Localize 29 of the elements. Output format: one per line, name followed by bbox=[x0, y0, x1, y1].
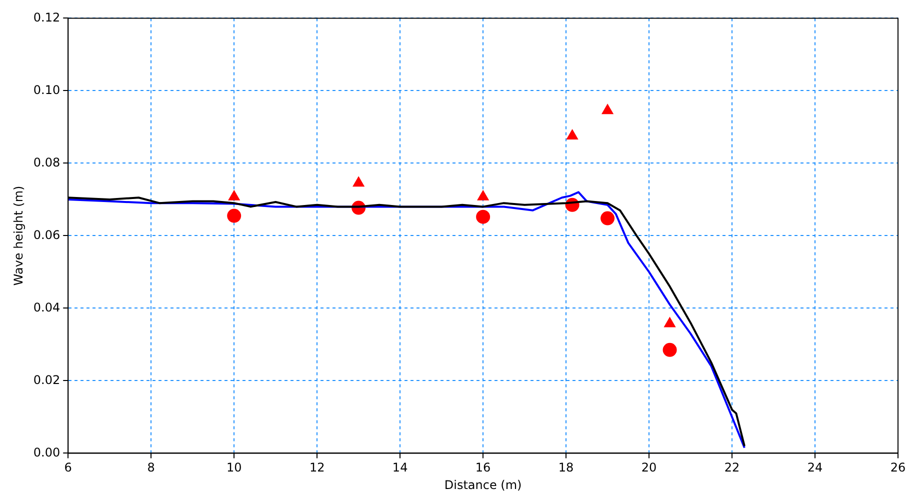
x-tick-label: 24 bbox=[807, 460, 823, 475]
y-tick-label: 0.10 bbox=[33, 82, 60, 97]
point bbox=[476, 190, 490, 200]
x-tick-label: 12 bbox=[309, 460, 325, 475]
x-tick-label: 10 bbox=[226, 460, 242, 475]
x-tick-label: 16 bbox=[475, 460, 491, 475]
y-tick-label: 0.06 bbox=[33, 228, 60, 242]
x-tick-label: 6 bbox=[64, 460, 72, 475]
x-tick-label: 20 bbox=[641, 460, 657, 475]
y-tick-label: 0.12 bbox=[33, 10, 60, 24]
y-tick-label: 0.02 bbox=[33, 372, 60, 387]
y-axis-title: Wave height (m) bbox=[11, 186, 26, 286]
point bbox=[566, 129, 578, 140]
point bbox=[601, 104, 614, 114]
x-axis-title: Distance (m) bbox=[444, 478, 522, 492]
y-tick-label: 0.08 bbox=[33, 155, 60, 170]
y-tick-label: 0.00 bbox=[33, 445, 60, 460]
point bbox=[662, 342, 677, 357]
point bbox=[476, 210, 490, 224]
point bbox=[228, 190, 240, 200]
x-tick-label: 8 bbox=[147, 460, 155, 475]
point bbox=[227, 208, 242, 223]
x-tick-label: 18 bbox=[558, 460, 574, 475]
y-tick-label: 0.04 bbox=[33, 300, 60, 314]
point bbox=[600, 211, 615, 226]
x-tick-label: 26 bbox=[890, 460, 906, 475]
point bbox=[352, 176, 365, 187]
x-tick-label: 22 bbox=[724, 460, 740, 475]
x-tick-label: 14 bbox=[392, 460, 408, 475]
